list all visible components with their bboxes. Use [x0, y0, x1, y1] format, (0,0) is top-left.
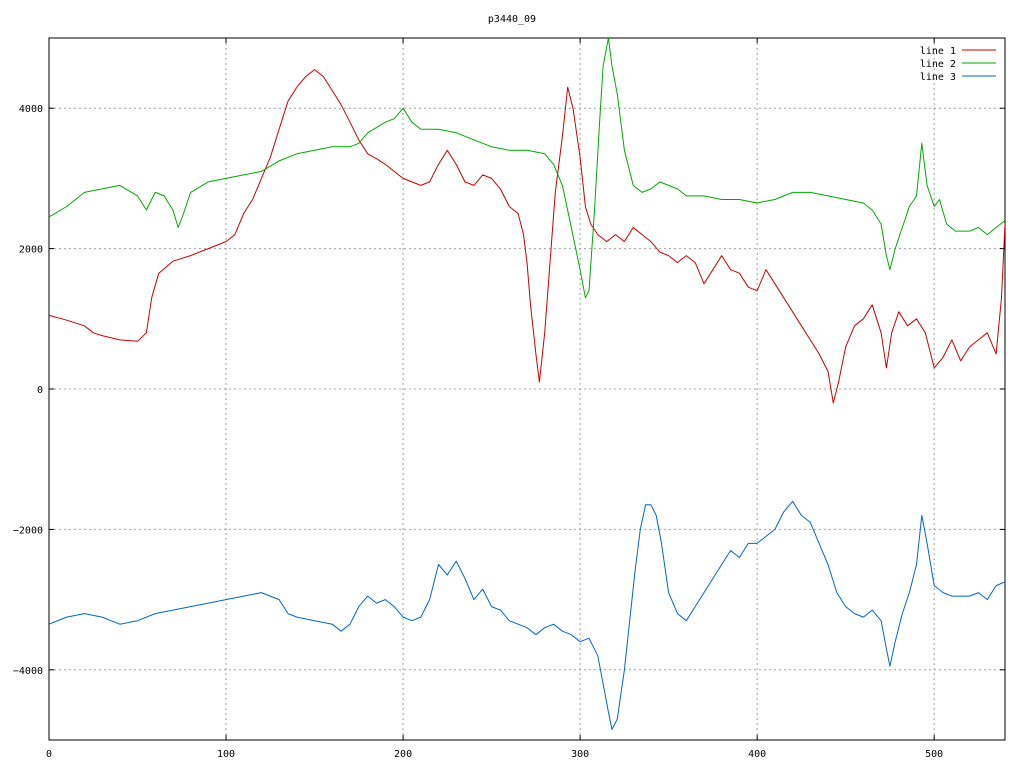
- series-line-1: [49, 69, 1005, 404]
- x-tick-label: 500: [925, 749, 943, 760]
- y-tick-label: −2000: [13, 525, 43, 536]
- y-tick-label: 2000: [19, 245, 43, 256]
- legend-label: line 3: [920, 72, 956, 83]
- x-tick-label: 100: [217, 749, 235, 760]
- legend: line 1 line 2 line 3: [920, 46, 996, 83]
- y-tick-label: −4000: [13, 666, 43, 677]
- x-tick-label: 300: [571, 749, 589, 760]
- x-tick-label: 0: [46, 749, 52, 760]
- axes: 0 100 200 300 400 500 4000 2000 0 −2000 −4000: [13, 37, 1006, 760]
- x-tick-label: 400: [748, 749, 766, 760]
- series-line-3: [49, 500, 1005, 730]
- series-lines: [49, 38, 1005, 730]
- chart-title: p3440_09: [488, 14, 536, 25]
- y-tick-label: 0: [37, 385, 43, 396]
- legend-label: line 2: [920, 59, 956, 70]
- x-tick-label: 200: [394, 749, 412, 760]
- series-line-2: [49, 38, 1005, 299]
- y-tick-label: 4000: [19, 104, 43, 115]
- legend-label: line 1: [920, 46, 956, 57]
